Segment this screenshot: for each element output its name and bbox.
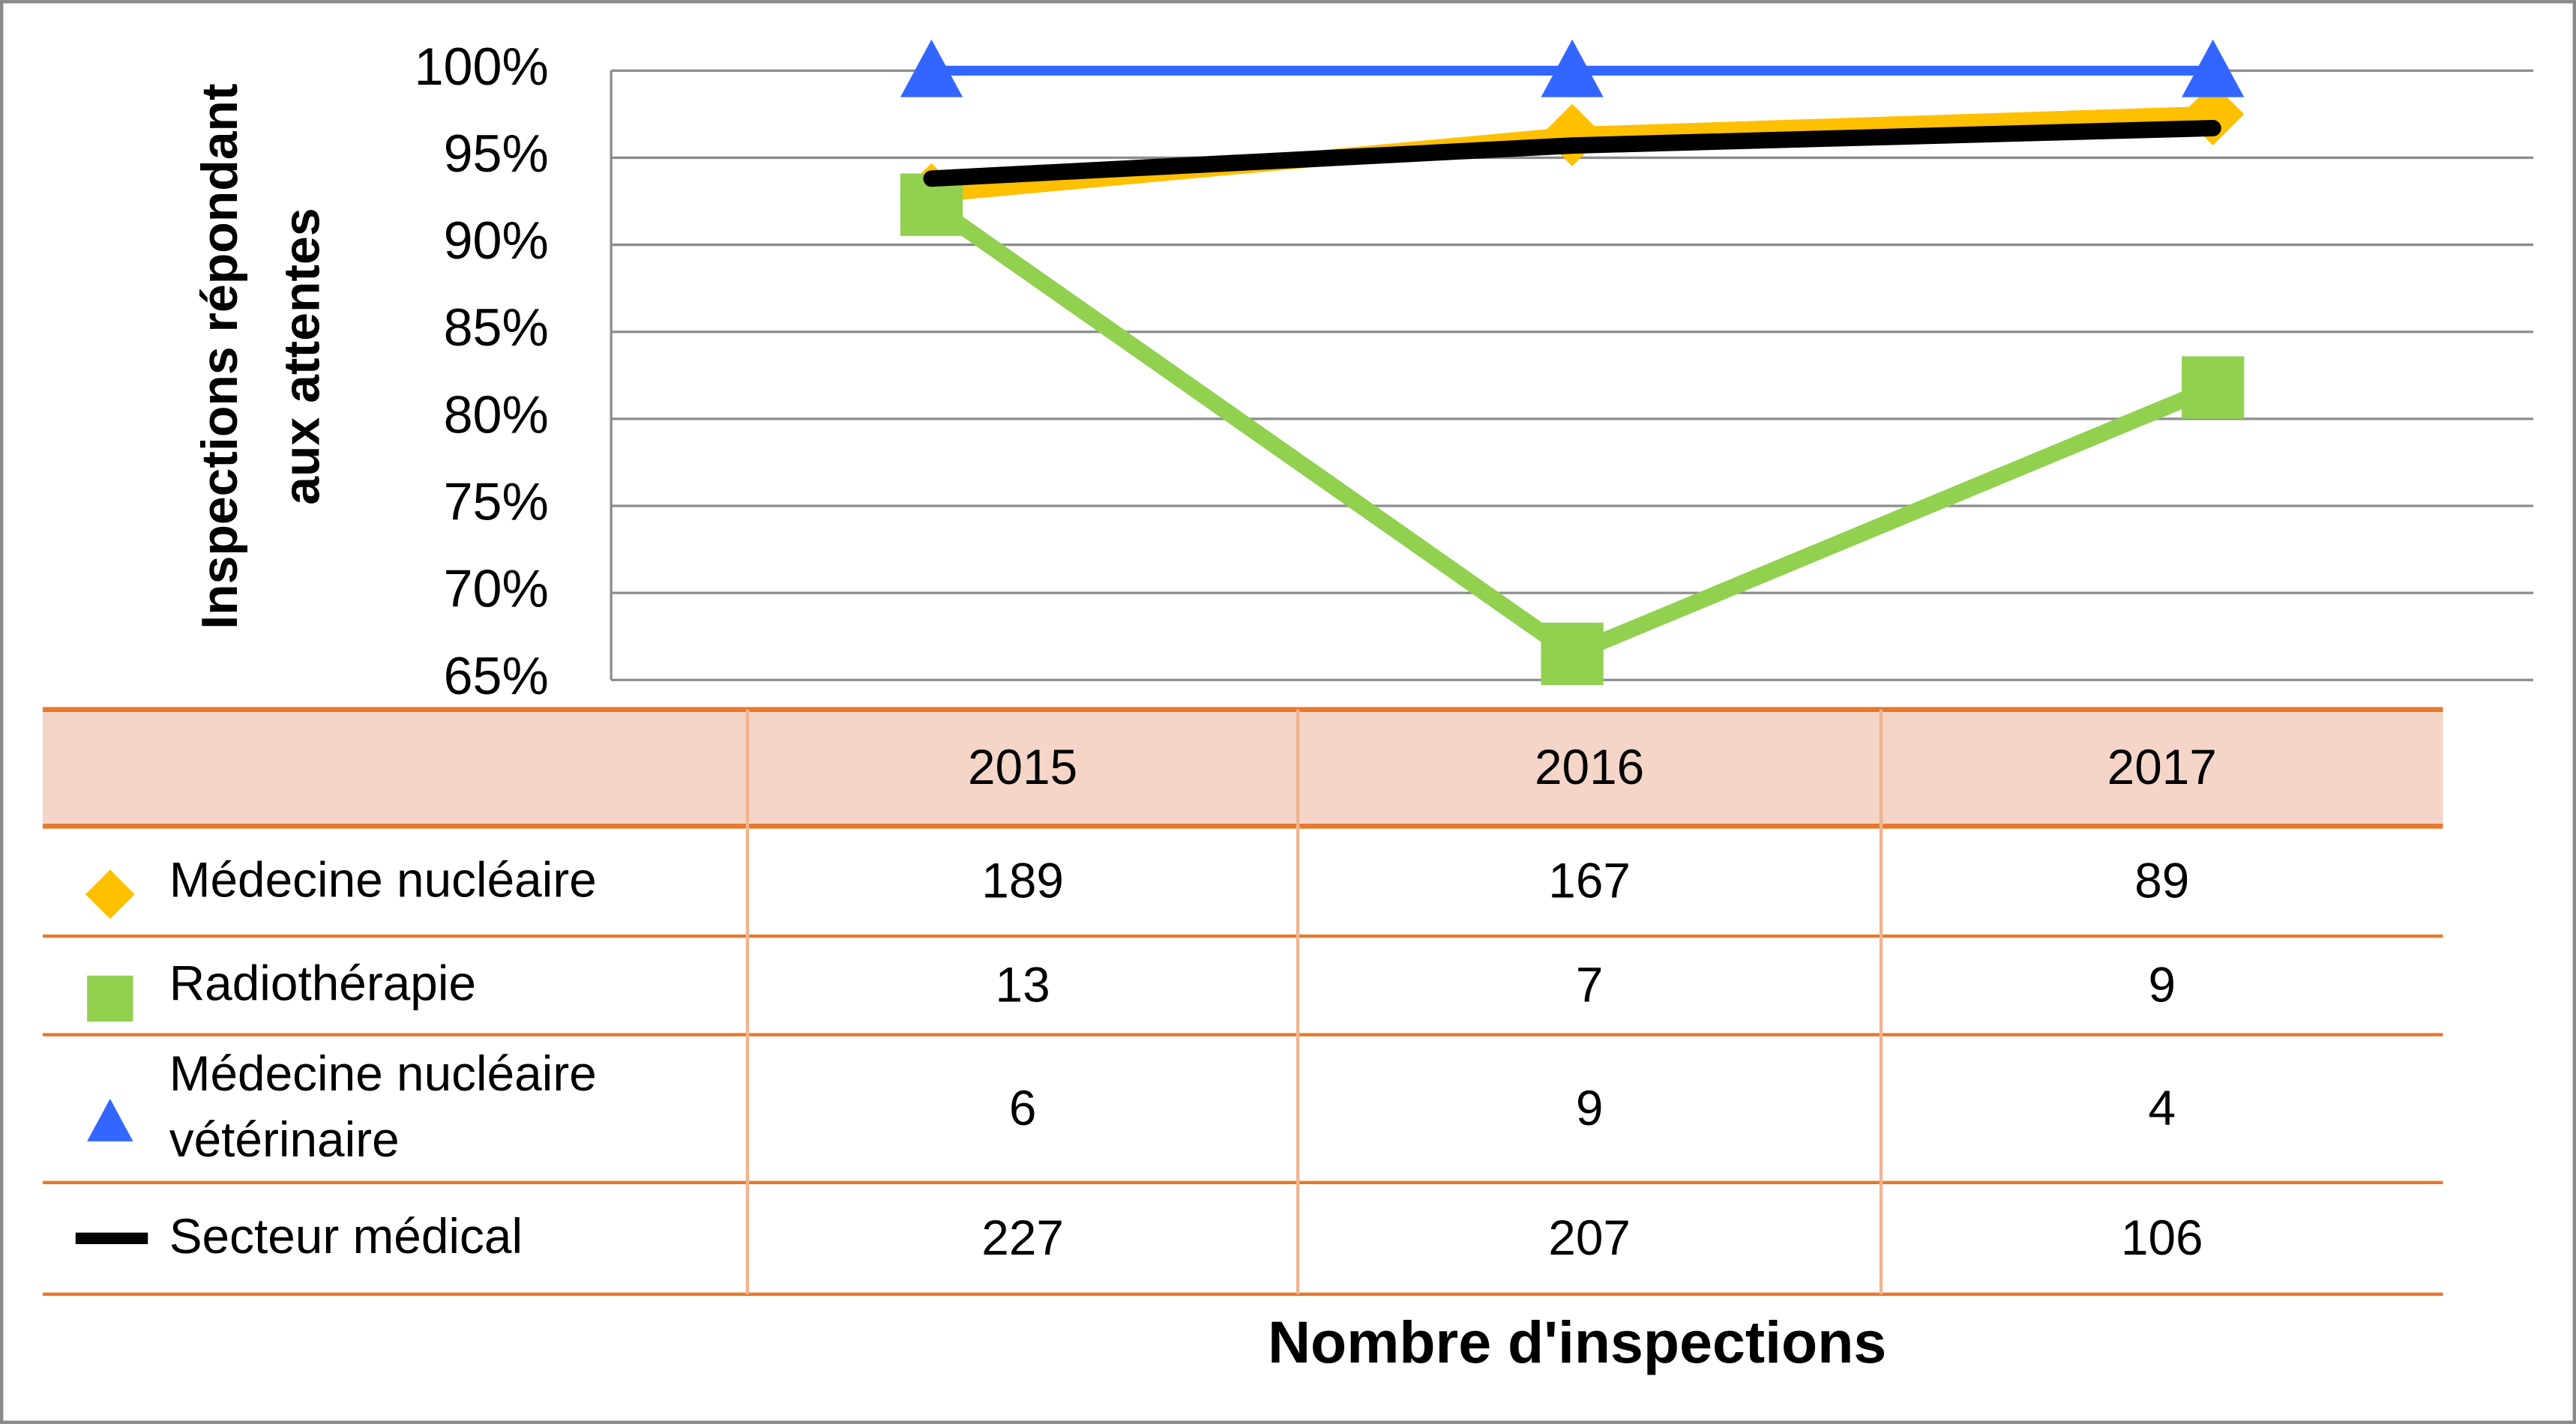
- y-axis-label: Inspections répondant: [192, 83, 248, 629]
- table-cell: 106: [2121, 1210, 2203, 1265]
- table-cell: 6: [1009, 1080, 1037, 1135]
- table-cell: 207: [1548, 1210, 1631, 1265]
- marker: [1541, 622, 1604, 686]
- table-cell: 13: [996, 957, 1050, 1013]
- table-cell: 189: [981, 852, 1064, 908]
- table-cell: 227: [981, 1210, 1064, 1265]
- table-cell: 89: [2134, 852, 2189, 908]
- marker: [1541, 39, 1604, 97]
- table-header: 2017: [2107, 739, 2217, 794]
- row-label: Radiothérapie: [169, 957, 477, 1012]
- marker: [87, 1099, 133, 1141]
- y-tick-label: 90%: [444, 211, 549, 270]
- row-label: Médecine nucléaire: [169, 853, 597, 908]
- y-tick-label: 95%: [444, 124, 549, 183]
- row-label-box: Médecine nucléaire vétérinaire: [169, 1048, 597, 1168]
- marker: [2182, 356, 2245, 419]
- y-tick-label: 85%: [444, 298, 549, 357]
- table-header-bg: [42, 709, 2443, 827]
- series-line: [923, 119, 2221, 187]
- x-axis-label: Nombre d'inspections: [1268, 1309, 1886, 1375]
- y-tick-label: 65%: [444, 647, 549, 705]
- marker: [85, 869, 135, 920]
- marker: [900, 39, 963, 97]
- marker: [2182, 39, 2245, 97]
- table-cell: 167: [1548, 852, 1631, 908]
- table-header: 2015: [968, 739, 1077, 794]
- y-tick-label: 75%: [444, 473, 549, 531]
- y-tick-label: 100%: [415, 37, 549, 96]
- marker: [87, 975, 133, 1022]
- y-tick-label: 70%: [444, 560, 549, 618]
- table-cell: 4: [2149, 1080, 2176, 1135]
- table-cell: 9: [1576, 1080, 1604, 1135]
- table-cell: 9: [2149, 957, 2176, 1013]
- row-label: Secteur médical: [169, 1210, 523, 1265]
- table-header: 2016: [1535, 739, 1644, 794]
- y-axis-label: aux attentes: [274, 208, 331, 504]
- row-label-box: Secteur médical: [169, 1210, 523, 1265]
- row-label-box: Radiothérapie: [169, 957, 477, 1012]
- y-tick-label: 80%: [444, 385, 549, 444]
- row-label: Médecine nucléaire vétérinaire: [169, 1048, 597, 1168]
- row-label-box: Médecine nucléaire: [169, 853, 597, 908]
- table-cell: 7: [1576, 957, 1604, 1013]
